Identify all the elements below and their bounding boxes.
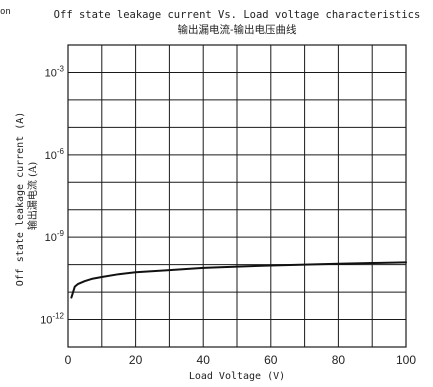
x-tick-label: 80 — [332, 353, 346, 367]
x-tick-label: 0 — [65, 353, 72, 367]
series-line — [70, 261, 407, 299]
y-tick-label: 10-12 — [40, 312, 64, 327]
x-tick-label: 100 — [396, 353, 416, 367]
y-tick-label: 10-3 — [45, 64, 65, 79]
x-tick-label: 20 — [129, 353, 143, 367]
y-axis-label-cn: 输出漏电流 (A) — [26, 162, 39, 230]
x-axis-label: Load Voltage (V) — [189, 371, 285, 382]
chart-title: Off state leakage current Vs. Load volta… — [54, 9, 421, 21]
x-tick-label: 40 — [197, 353, 211, 367]
x-tick-label: 60 — [264, 353, 278, 367]
plot-border — [67, 44, 407, 348]
corner-label: on — [0, 7, 11, 17]
chart-subtitle: 输出漏电流-输出电压曲线 — [177, 23, 297, 36]
y-tick-label: 10-9 — [45, 229, 65, 244]
y-axis-label: Off state leakage current (A) — [15, 112, 26, 287]
y-tick-label: 10-6 — [45, 147, 65, 162]
